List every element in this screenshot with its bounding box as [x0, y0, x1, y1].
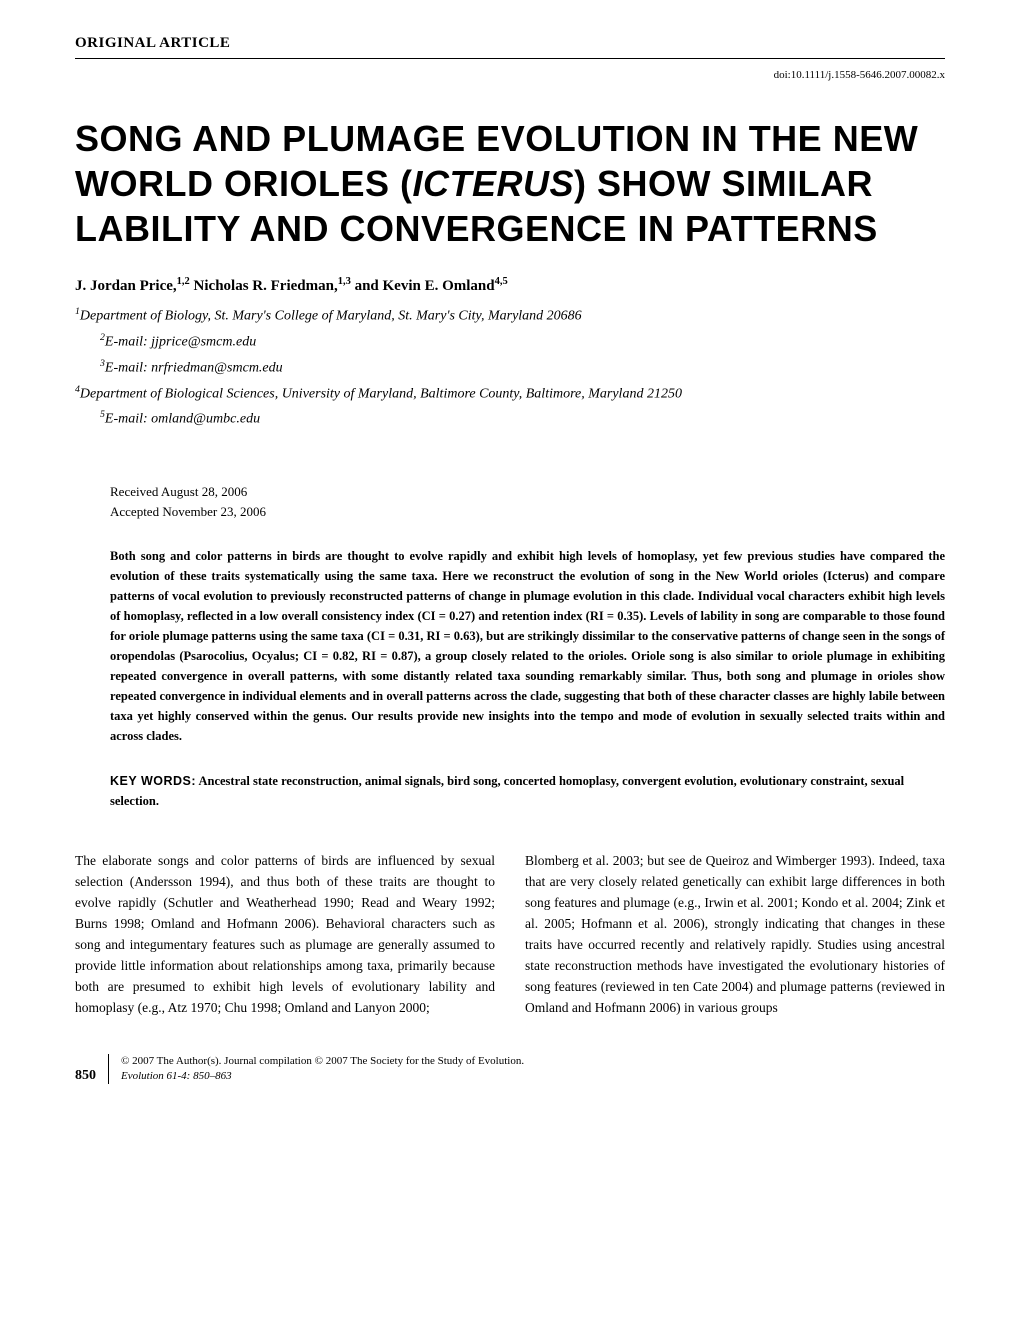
keywords-text: Ancestral state reconstruction, animal s… [110, 774, 904, 808]
affiliation-1: 1Department of Biology, St. Mary's Colle… [75, 303, 945, 329]
article-type-label: ORIGINAL ARTICLE [75, 35, 945, 52]
affiliations-block: 1Department of Biology, St. Mary's Colle… [75, 303, 945, 432]
received-date: Received August 28, 2006 [110, 482, 945, 502]
accepted-date: Accepted November 23, 2006 [110, 502, 945, 522]
affiliation-3: 3E-mail: nrfriedman@smcm.edu [75, 355, 945, 381]
article-title: SONG AND PLUMAGE EVOLUTION IN THE NEW WO… [75, 116, 945, 251]
dates-block: Received August 28, 2006 Accepted Novemb… [110, 482, 945, 521]
footer-divider [108, 1054, 109, 1084]
title-genus-italic: ICTERUS [412, 163, 574, 204]
page-footer: 850 © 2007 The Author(s). Journal compil… [75, 1054, 945, 1085]
copyright-block: © 2007 The Author(s). Journal compilatio… [121, 1054, 524, 1085]
keywords-label: KEY WORDS: [110, 774, 196, 788]
journal-reference: Evolution 61-4: 850–863 [121, 1069, 524, 1084]
page-number: 850 [75, 1068, 96, 1084]
body-text-columns: The elaborate songs and color patterns o… [75, 851, 945, 1018]
body-column-1: The elaborate songs and color patterns o… [75, 851, 495, 1018]
keywords-block: KEY WORDS: Ancestral state reconstructio… [110, 771, 945, 811]
affiliation-5: 5E-mail: omland@umbc.edu [75, 406, 945, 432]
authors-line: J. Jordan Price,1,2 Nicholas R. Friedman… [75, 276, 945, 295]
header-divider [75, 58, 945, 59]
affiliation-2: 2E-mail: jjprice@smcm.edu [75, 329, 945, 355]
abstract-text: Both song and color patterns in birds ar… [110, 546, 945, 746]
body-column-2: Blomberg et al. 2003; but see de Queiroz… [525, 851, 945, 1018]
copyright-text: © 2007 The Author(s). Journal compilatio… [121, 1054, 524, 1069]
doi-text: doi:10.1111/j.1558-5646.2007.00082.x [75, 69, 945, 81]
affiliation-4: 4Department of Biological Sciences, Univ… [75, 381, 945, 407]
